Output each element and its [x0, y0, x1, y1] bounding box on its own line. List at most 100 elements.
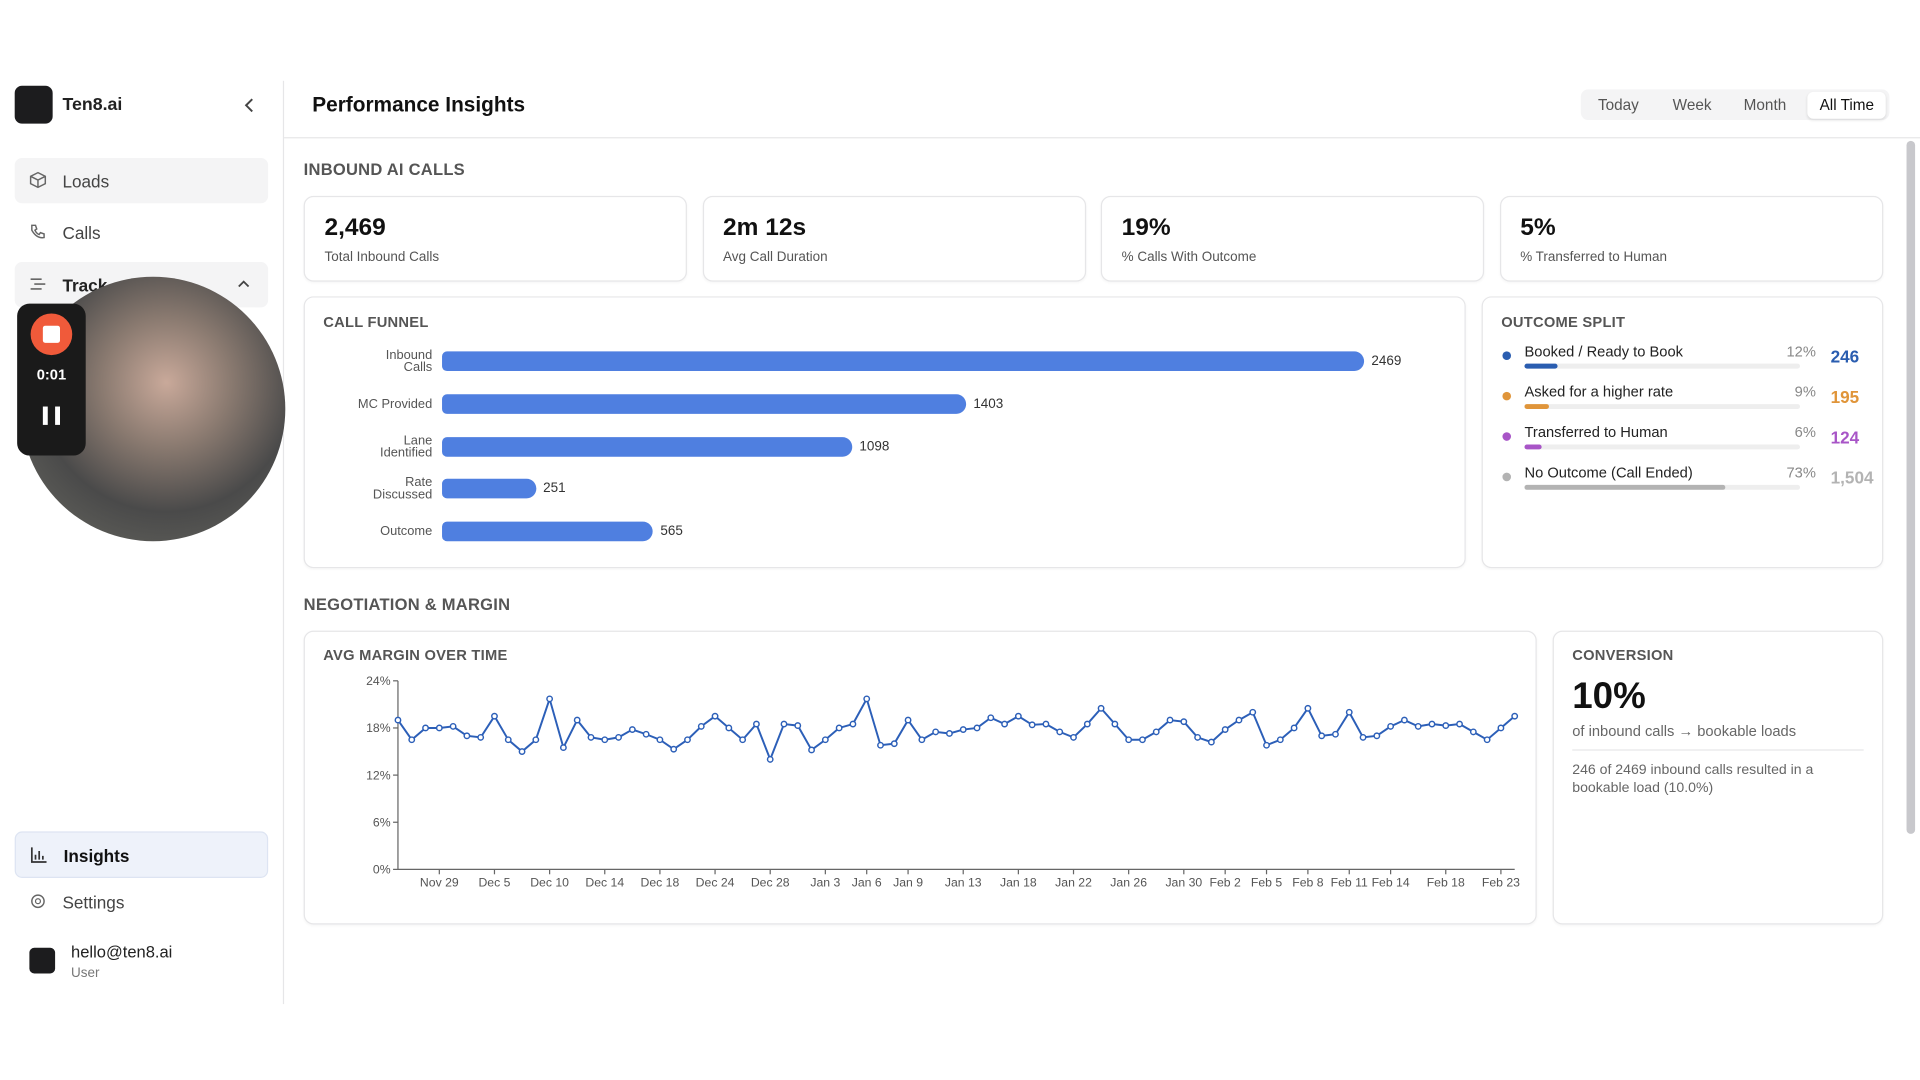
margin-point [1083, 720, 1091, 728]
outcome-bar [1524, 404, 1550, 409]
time-range-tab[interactable]: All Time [1807, 91, 1887, 119]
x-tick-label: Jan 18 [1000, 876, 1037, 890]
stop-button[interactable] [30, 313, 73, 356]
margin-point [1070, 733, 1077, 741]
card-title: AVG MARGIN OVER TIME [323, 646, 508, 664]
funnel-label: Lane Identified [380, 432, 433, 460]
outcome-count: 124 [1830, 427, 1860, 447]
margin-point [1345, 708, 1353, 716]
nav-item[interactable]: Loads [14, 157, 269, 204]
time-range-tabs: Today Week Month All Time [1580, 89, 1890, 121]
margin-point [987, 714, 995, 722]
margin-point [904, 716, 912, 724]
x-tick-label: Feb 23 [1482, 876, 1520, 890]
x-tick-label: Feb 18 [1427, 876, 1465, 890]
kpi-value: 2m 12s [723, 214, 807, 242]
margin-point [1497, 724, 1505, 732]
conversion-note: 246 of 2469 inbound calls resulted in a … [1572, 762, 1814, 796]
margin-point [546, 695, 554, 703]
margin-point [946, 730, 953, 737]
call-funnel-card: CALL FUNNEL Inbound Calls 2469 MC Provided… [303, 296, 1466, 569]
nav-label: Calls [62, 222, 101, 243]
funnel-bar [442, 521, 654, 542]
brand-logo[interactable] [14, 85, 53, 124]
x-tick-label: Feb 14 [1372, 876, 1410, 890]
funnel-value: 565 [660, 524, 683, 540]
outcome-percent: 6% [1794, 423, 1816, 441]
page-title: Performance Insights [312, 93, 526, 117]
margin-point [794, 722, 802, 730]
funnel-bar [442, 479, 536, 499]
nav-item[interactable]: Settings [15, 879, 268, 924]
outcome-label: Asked for a higher rate [1524, 383, 1674, 401]
card-title: CALL FUNNEL [323, 313, 429, 331]
margin-point [1207, 738, 1215, 746]
margin-point [918, 736, 926, 744]
outcome-percent: 9% [1794, 383, 1816, 401]
card-title: CONVERSION [1572, 646, 1674, 664]
margin-point [656, 736, 664, 744]
funnel-value: 251 [543, 481, 566, 497]
outcome-count: 1,504 [1830, 467, 1874, 488]
margin-point [1263, 741, 1270, 749]
collapse-button[interactable] [242, 97, 257, 114]
x-tick-label: Feb 5 [1251, 876, 1282, 890]
x-tick-label: Dec 5 [478, 876, 510, 890]
pause-button[interactable] [42, 406, 48, 425]
x-tick-label: Jan 9 [893, 876, 923, 890]
nav-item[interactable]: Insights [14, 831, 269, 878]
x-tick-label: Dec 18 [641, 876, 680, 890]
margin-point [835, 724, 843, 732]
y-tick-label: 24% [366, 674, 391, 688]
outcome-percent: 12% [1786, 342, 1816, 361]
margin-point [1373, 732, 1381, 740]
margin-point [959, 726, 967, 733]
funnel-label: Outcome [380, 524, 433, 540]
outcome-count: 195 [1830, 386, 1860, 407]
outcome-bar [1524, 484, 1726, 490]
margin-point [518, 748, 526, 755]
outcome-bar [1524, 444, 1542, 450]
x-tick-label: Jan 26 [1110, 876, 1147, 890]
user-avatar[interactable] [29, 947, 56, 974]
nav-label: Insights [63, 846, 130, 866]
conversion-card: CONVERSION 10% of inbound calls → bookab… [1552, 630, 1884, 925]
margin-point [642, 730, 650, 738]
section-title: INBOUND AI CALLS [303, 160, 465, 179]
funnel-label: Inbound Calls [385, 347, 433, 375]
time-range-tab[interactable]: Week [1672, 96, 1712, 114]
time-range-tab[interactable]: Month [1743, 96, 1787, 114]
nav-item[interactable]: Calls [15, 209, 268, 254]
y-tick-label: 12% [366, 768, 391, 782]
margin-point [1194, 733, 1202, 741]
outcome-label: Transferred to Human [1524, 423, 1668, 441]
margin-point [504, 736, 512, 744]
margin-point [1056, 728, 1064, 736]
margin-point [725, 724, 733, 732]
scrollbar[interactable] [1906, 140, 1916, 834]
margin-point [670, 745, 678, 753]
margin-point [1442, 722, 1450, 730]
margin-point [780, 720, 788, 728]
margin-point [394, 716, 402, 724]
margin-point [1042, 720, 1050, 728]
time-range-tab[interactable]: Today [1597, 96, 1639, 114]
margin-point [408, 736, 416, 744]
x-tick-label: Dec 28 [751, 876, 790, 890]
kpi-label: % Transferred to Human [1520, 249, 1667, 265]
margin-point [601, 736, 609, 744]
pause-button[interactable] [55, 406, 61, 425]
outcome-label: No Outcome (Call Ended) [1524, 464, 1693, 482]
header-divider [284, 137, 1920, 139]
x-tick-label: Dec 24 [696, 876, 735, 890]
margin-line [397, 695, 1516, 763]
x-tick-label: Feb 11 [1331, 876, 1368, 890]
margin-point [1028, 721, 1036, 729]
margin-point [711, 712, 719, 720]
legend-dot [1502, 432, 1512, 441]
x-tick-label: Dec 10 [530, 876, 569, 890]
margin-point [1125, 736, 1133, 744]
margin-point [615, 733, 622, 741]
margin-point [1152, 728, 1160, 736]
margin-point [1469, 728, 1477, 736]
